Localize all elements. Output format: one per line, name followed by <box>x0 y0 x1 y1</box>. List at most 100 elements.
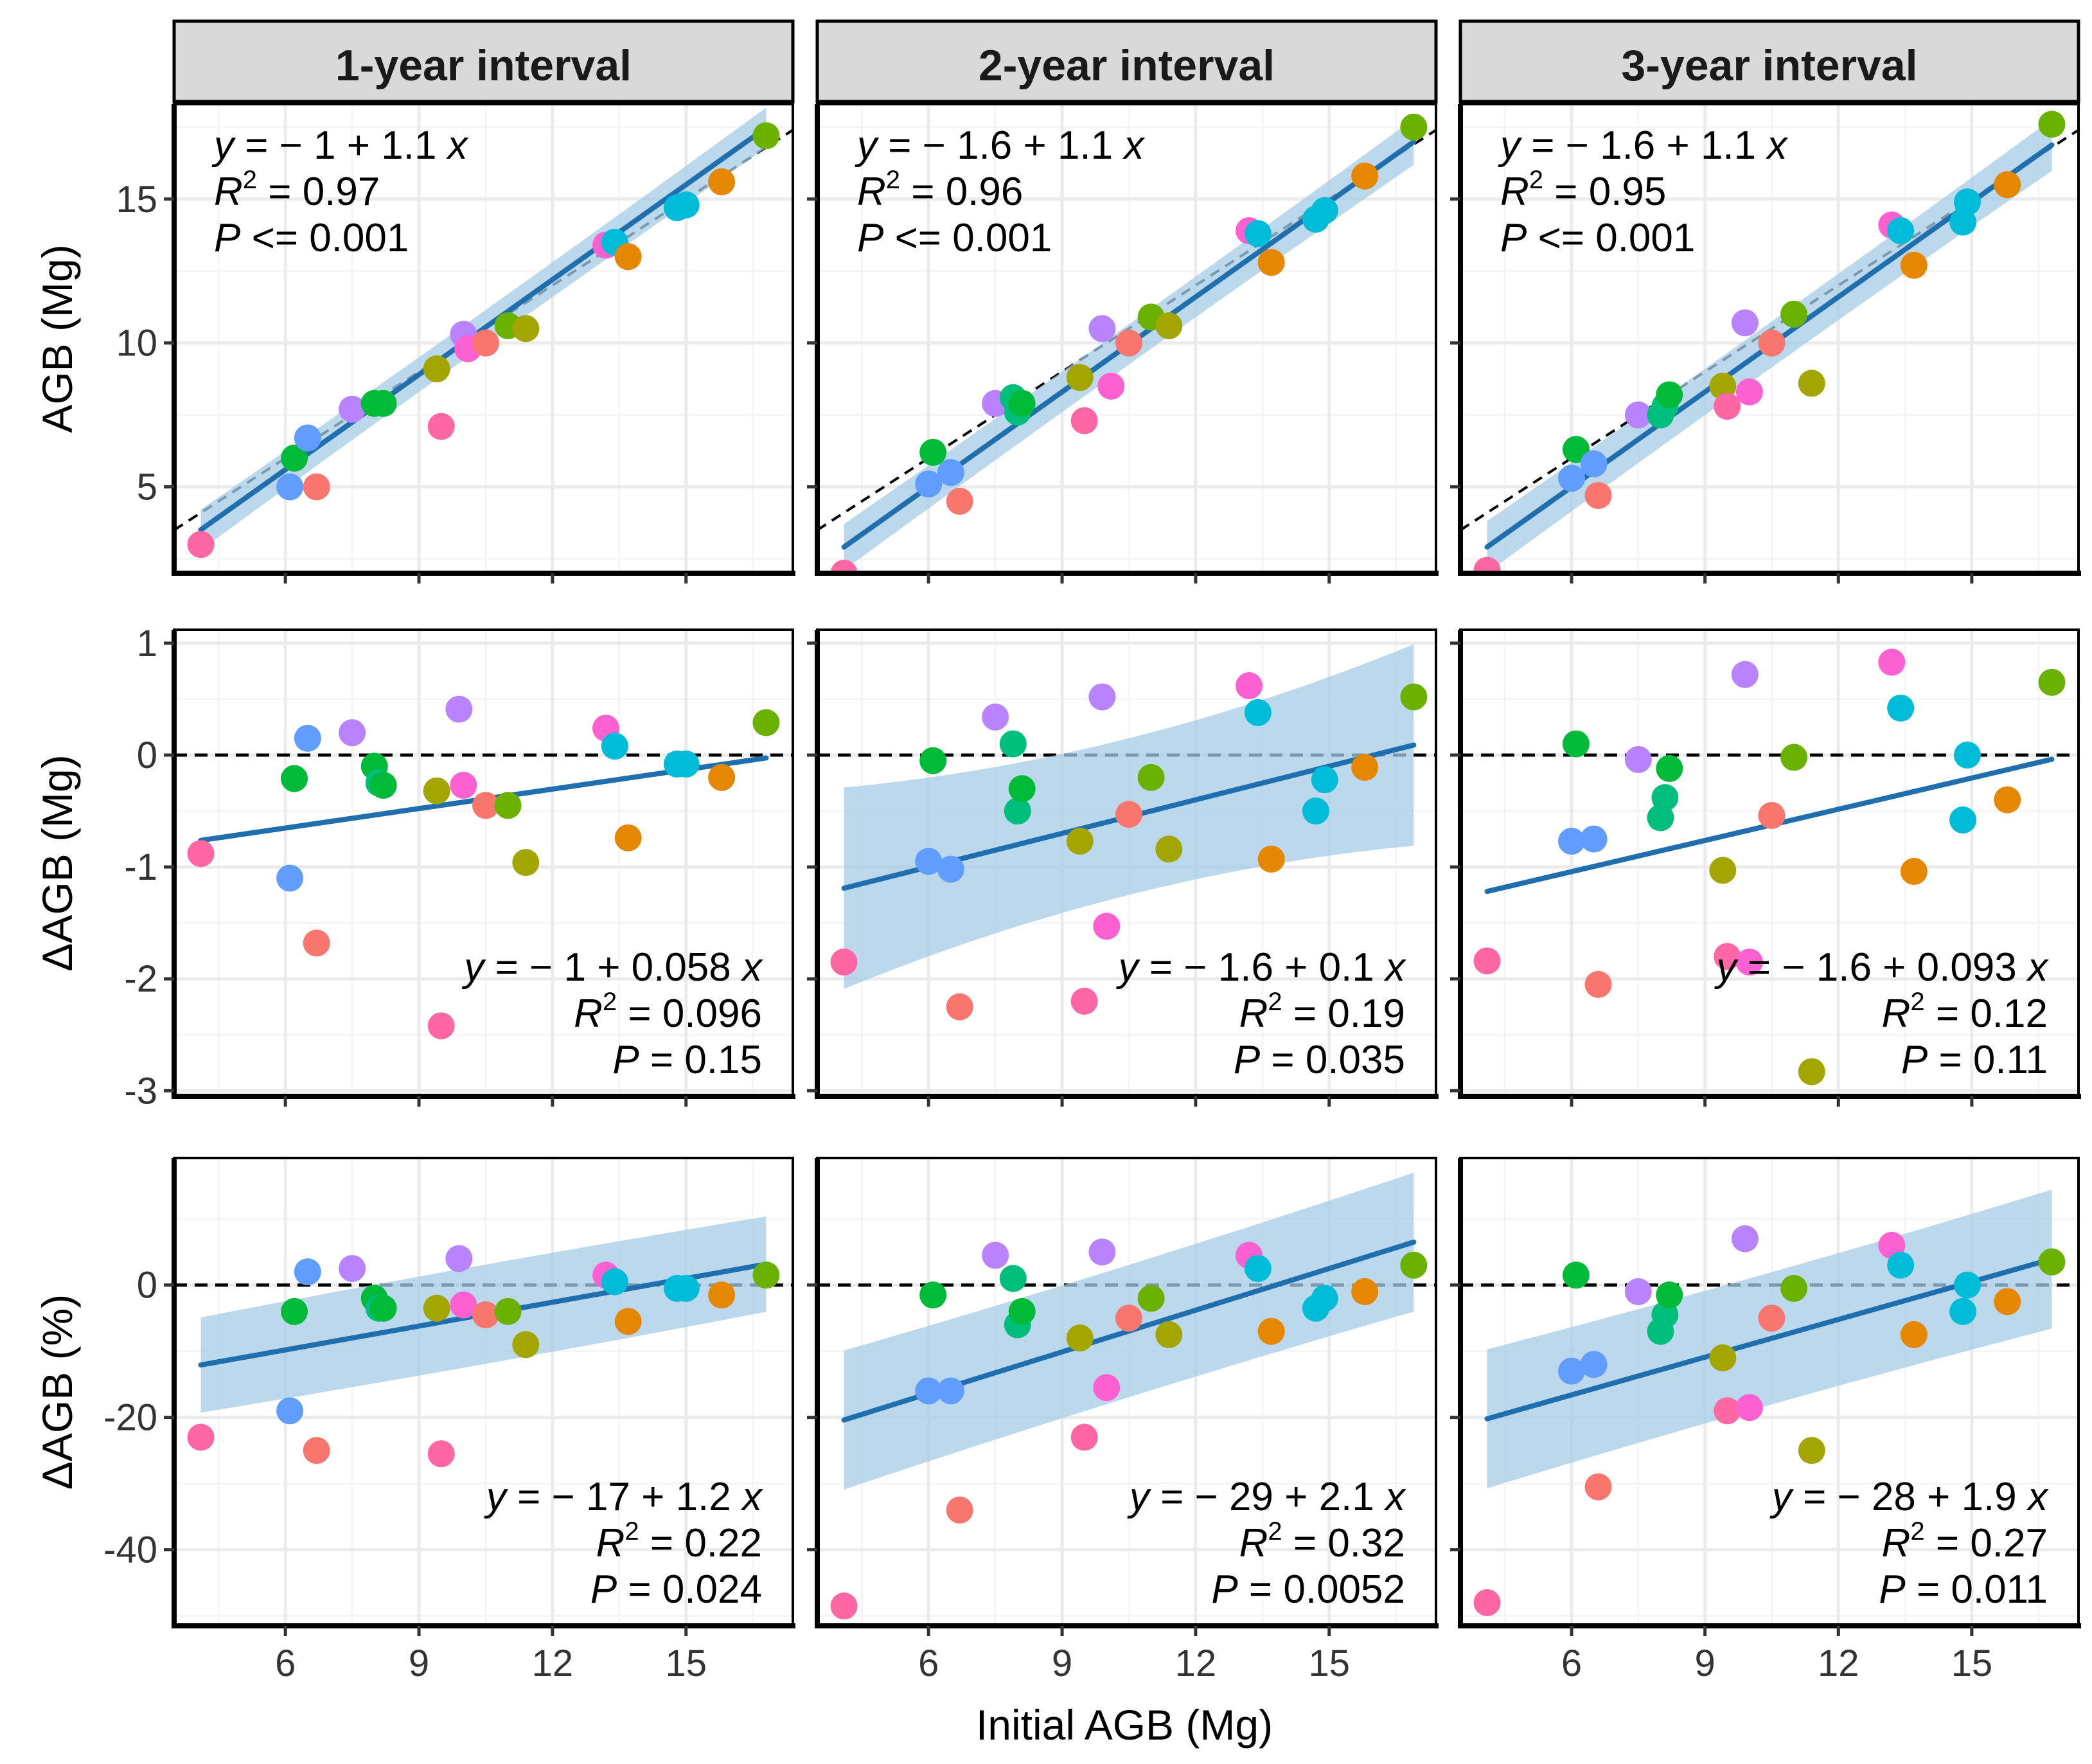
y-tick-label: 5 <box>137 467 157 508</box>
data-point <box>1584 482 1612 510</box>
r-squared-symbol: R <box>1239 992 1268 1036</box>
data-point <box>672 191 700 218</box>
data-point <box>672 750 700 778</box>
r-squared-symbol: R <box>857 170 886 214</box>
r-squared-value: = 0.95 <box>1543 170 1666 214</box>
equation-x-symbol: x <box>2026 945 2049 990</box>
data-point <box>1066 1324 1094 1352</box>
equation-line: y = − 1 + 0.058 x <box>461 945 763 990</box>
y-tick-label: -20 <box>103 1397 157 1439</box>
data-point <box>187 840 215 868</box>
equation-y-symbol: y <box>1116 945 1141 990</box>
r-squared-symbol: R <box>1239 1521 1268 1565</box>
data-point <box>1731 661 1759 688</box>
data-point <box>830 949 858 976</box>
data-point <box>187 1423 215 1451</box>
equation-x-symbol: x <box>446 123 469 168</box>
data-point <box>423 777 450 805</box>
equation-expression: = − 29 + 2.1 <box>1149 1475 1385 1519</box>
r-squared-superscript: 2 <box>1529 166 1543 194</box>
data-point <box>276 473 304 501</box>
data-point <box>946 488 973 515</box>
data-point <box>1714 393 1741 420</box>
data-point <box>601 1268 628 1296</box>
equation-x-symbol: x <box>2026 1475 2049 1519</box>
y-axis-title: ΔAGB (%) <box>33 1294 81 1490</box>
x-tick-label: 15 <box>1308 1643 1350 1684</box>
p-value-value: = 0.15 <box>639 1038 762 1082</box>
p-value-value: <= 0.001 <box>240 216 409 260</box>
facet-strip-label: 3-year interval <box>1621 41 1917 90</box>
r-squared-line: R2 = 0.95 <box>1500 166 1666 214</box>
r-squared-superscript: 2 <box>1910 988 1924 1016</box>
regression-annotation: y = − 29 + 2.1 xR2 = 0.32P = 0.0052 <box>1127 1475 1406 1612</box>
x-axis-title: Initial AGB (Mg) <box>976 1701 1273 1749</box>
facet-panel: y = − 1.6 + 0.1 xR2 = 0.19P = 0.035 <box>807 628 1439 1107</box>
equation-y-symbol: y <box>1769 1475 1795 1519</box>
data-point <box>472 792 499 819</box>
x-tick-label: 12 <box>1175 1643 1217 1684</box>
data-point <box>708 763 736 791</box>
x-tick-label: 12 <box>532 1643 574 1684</box>
data-point <box>1070 1423 1098 1451</box>
data-point <box>1900 1321 1928 1348</box>
data-point <box>1798 370 1825 397</box>
data-point <box>946 993 973 1020</box>
data-point <box>1115 329 1142 357</box>
data-point <box>1008 389 1036 417</box>
y-tick-label: -3 <box>124 1070 157 1112</box>
data-point <box>1735 1394 1763 1421</box>
r-squared-symbol: R <box>1500 170 1529 214</box>
panel-plot-area <box>817 104 1436 573</box>
data-point <box>1624 401 1652 429</box>
regression-annotation: y = − 1.6 + 1.1 xR2 = 0.95P <= 0.001 <box>1498 123 1788 260</box>
data-point <box>1070 407 1098 434</box>
data-point <box>187 531 215 558</box>
data-point <box>2038 668 2066 696</box>
equation-x-symbol: x <box>1383 1475 1406 1519</box>
data-point <box>999 1265 1027 1292</box>
facet-panel: y = − 1.6 + 1.1 xR2 = 0.95P <= 0.001 <box>1450 103 2081 584</box>
data-point <box>830 560 858 573</box>
data-point <box>1878 648 1906 676</box>
data-point <box>1994 1288 2021 1315</box>
p-value-value: = 0.0052 <box>1238 1567 1405 1612</box>
data-point <box>1008 1297 1036 1325</box>
data-point <box>915 470 943 498</box>
data-point <box>1137 1285 1165 1312</box>
facet-panel: y = − 17 + 1.2 xR2 = 0.22P = 0.024 <box>164 1157 795 1636</box>
data-point <box>1244 220 1272 247</box>
data-point <box>915 1377 943 1405</box>
data-point <box>999 730 1027 758</box>
panel-plot-area <box>174 104 793 573</box>
data-point <box>919 1281 947 1309</box>
r-squared-superscript: 2 <box>1268 1517 1282 1546</box>
r-squared-value: = 0.096 <box>617 992 762 1036</box>
data-point <box>1900 858 1928 886</box>
data-point <box>752 1261 780 1289</box>
r-squared-value: = 0.96 <box>900 170 1023 214</box>
p-value-symbol: P <box>590 1567 617 1612</box>
r-squared-symbol: R <box>1882 1521 1911 1565</box>
x-tick-label: 9 <box>1695 1643 1715 1684</box>
data-point <box>339 719 366 747</box>
data-point <box>1709 857 1737 884</box>
data-point <box>1949 208 1977 236</box>
data-point <box>1780 1274 1808 1302</box>
data-point <box>450 772 477 799</box>
r-squared-symbol: R <box>574 992 603 1036</box>
r-squared-line: R2 = 0.19 <box>1239 988 1405 1036</box>
data-point <box>1311 197 1338 224</box>
panel-plot-area <box>817 1158 1436 1626</box>
data-point <box>294 424 321 452</box>
data-point <box>1244 699 1272 726</box>
y-tick-label: 15 <box>116 179 157 220</box>
data-point <box>1887 694 1915 722</box>
data-point <box>1584 1473 1612 1501</box>
data-point <box>294 1258 321 1286</box>
data-point <box>1115 1305 1142 1332</box>
data-point <box>1004 797 1031 825</box>
